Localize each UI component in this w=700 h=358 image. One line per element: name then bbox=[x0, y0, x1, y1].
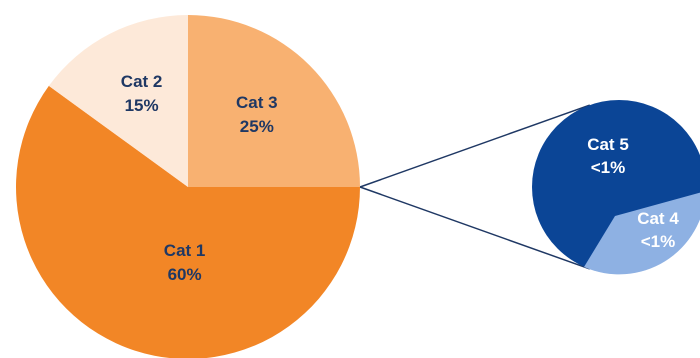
pie-slice-cat-1 bbox=[16, 85, 360, 358]
main-pie bbox=[16, 15, 360, 358]
slice-category-label-cat-4: Cat 4 bbox=[637, 209, 679, 228]
slice-percent-label-cat-3: 25% bbox=[240, 117, 274, 136]
slice-percent-label-cat-1: 60% bbox=[168, 265, 202, 284]
slice-category-label-cat-5: Cat 5 bbox=[587, 135, 629, 154]
connector-line-bottom bbox=[359, 104, 591, 188]
pie-slice-cat-4 bbox=[584, 192, 700, 275]
slice-category-label-cat-1: Cat 1 bbox=[164, 241, 206, 260]
slice-percent-label-cat-4: <1% bbox=[641, 232, 676, 251]
secondary-pie bbox=[532, 100, 700, 275]
slice-percent-label-cat-5: <1% bbox=[591, 158, 626, 177]
pie-slice-cat-3 bbox=[188, 15, 360, 187]
slice-percent-label-cat-2: 15% bbox=[125, 96, 159, 115]
slice-category-label-cat-2: Cat 2 bbox=[121, 72, 163, 91]
connector-line-top bbox=[359, 186, 591, 270]
connector-lines bbox=[359, 104, 591, 270]
pie-slice-cat-2 bbox=[48, 15, 188, 187]
slice-category-label-cat-3: Cat 3 bbox=[236, 93, 278, 112]
slice-labels: Cat 3 25% Cat 1 60% Cat 2 15% Cat 5 <1% Cat 4 <1% bbox=[121, 72, 680, 284]
